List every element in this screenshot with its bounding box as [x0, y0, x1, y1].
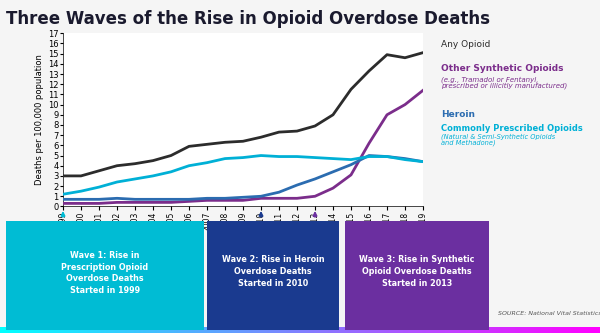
Text: and Methadone): and Methadone): [441, 140, 496, 147]
Text: SOURCE: National Vital Statistics System Mortality File.: SOURCE: National Vital Statistics System…: [498, 310, 600, 316]
Text: (e.g., Tramadol or Fentanyl,: (e.g., Tramadol or Fentanyl,: [441, 76, 539, 83]
Text: Three Waves of the Rise in Opioid Overdose Deaths: Three Waves of the Rise in Opioid Overdo…: [6, 10, 490, 28]
Text: Any Opioid: Any Opioid: [441, 40, 490, 50]
Text: Commonly Prescribed Opioids: Commonly Prescribed Opioids: [441, 124, 583, 133]
Text: Wave 2: Rise in Heroin
Overdose Deaths
Started in 2010: Wave 2: Rise in Heroin Overdose Deaths S…: [221, 255, 325, 288]
Text: (Natural & Semi-Synthetic Opioids: (Natural & Semi-Synthetic Opioids: [441, 133, 555, 140]
Text: Wave 3: Rise in Synthetic
Opioid Overdose Deaths
Started in 2013: Wave 3: Rise in Synthetic Opioid Overdos…: [359, 255, 475, 288]
Text: Heroin: Heroin: [441, 110, 475, 120]
Text: prescribed or illicitly manufactured): prescribed or illicitly manufactured): [441, 83, 567, 89]
Text: Wave 1: Rise in
Prescription Opioid
Overdose Deaths
Started in 1999: Wave 1: Rise in Prescription Opioid Over…: [61, 251, 149, 295]
Y-axis label: Deaths per 100,000 population: Deaths per 100,000 population: [35, 54, 44, 185]
Text: Other Synthetic Opioids: Other Synthetic Opioids: [441, 64, 563, 73]
